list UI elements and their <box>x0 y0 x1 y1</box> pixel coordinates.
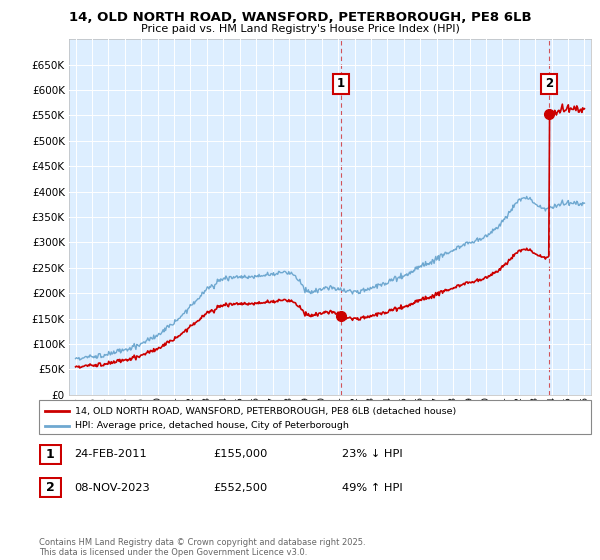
Text: 1: 1 <box>337 77 345 90</box>
Text: 2: 2 <box>545 77 553 90</box>
Text: £155,000: £155,000 <box>213 449 268 459</box>
FancyBboxPatch shape <box>39 400 591 434</box>
Text: Price paid vs. HM Land Registry's House Price Index (HPI): Price paid vs. HM Land Registry's House … <box>140 24 460 34</box>
Text: 14, OLD NORTH ROAD, WANSFORD, PETERBOROUGH, PE8 6LB (detached house): 14, OLD NORTH ROAD, WANSFORD, PETERBOROU… <box>75 407 456 416</box>
Text: 08-NOV-2023: 08-NOV-2023 <box>74 483 149 493</box>
Text: £552,500: £552,500 <box>213 483 267 493</box>
Text: 24-FEB-2011: 24-FEB-2011 <box>74 449 146 459</box>
Text: 23% ↓ HPI: 23% ↓ HPI <box>342 449 403 459</box>
Text: Contains HM Land Registry data © Crown copyright and database right 2025.
This d: Contains HM Land Registry data © Crown c… <box>39 538 365 557</box>
FancyBboxPatch shape <box>40 478 61 497</box>
Text: HPI: Average price, detached house, City of Peterborough: HPI: Average price, detached house, City… <box>75 421 349 430</box>
FancyBboxPatch shape <box>40 445 61 464</box>
Text: 14, OLD NORTH ROAD, WANSFORD, PETERBOROUGH, PE8 6LB: 14, OLD NORTH ROAD, WANSFORD, PETERBOROU… <box>68 11 532 24</box>
Text: 1: 1 <box>46 447 55 461</box>
Text: 49% ↑ HPI: 49% ↑ HPI <box>342 483 403 493</box>
Text: 2: 2 <box>46 481 55 494</box>
